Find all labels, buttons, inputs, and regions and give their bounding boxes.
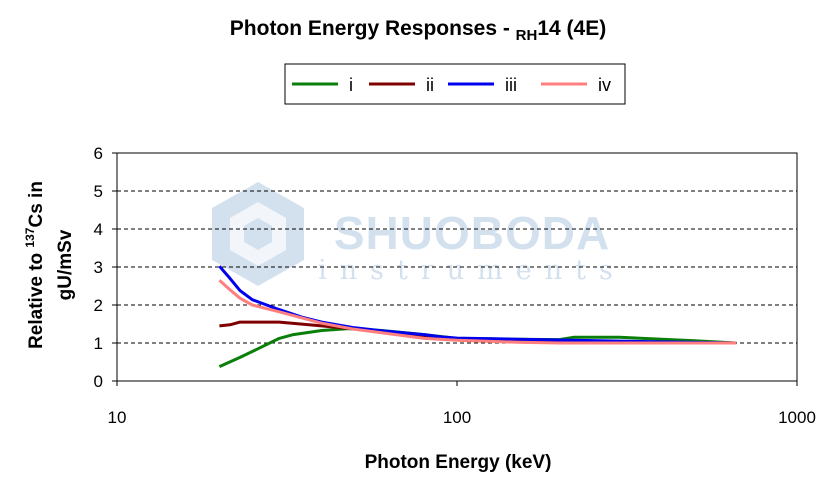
series-line-iv [218,279,737,345]
y-axis-title-sup: 137 [23,227,37,247]
tick-labels: 0 1 2 3 4 5 6 10 100 1000 [94,144,816,427]
watermark: SHUOBODA instruments [212,182,626,286]
legend: i ii iii iv [284,63,626,105]
x-tick-label: 1000 [778,408,816,427]
y-tick-label: 2 [94,296,103,315]
y-tick-label: 5 [94,182,103,201]
legend-label-iii: iii [505,75,517,95]
y-axis-title-pre: Relative to [26,248,47,349]
y-tick-label: 1 [94,334,103,353]
chart-title-model-sub: RH [516,27,538,44]
legend-label-ii: ii [426,75,434,95]
y-tick-label: 4 [94,220,103,239]
legend-label-iv: iv [598,75,611,95]
y-axis-title-line2: gU/mSv [55,229,76,300]
y-axis-title-post: Cs in [26,181,47,227]
chart-title: Photon Energy Responses - RH14 (4E) [230,17,606,44]
series-group [218,265,737,368]
y-tick-label: 0 [94,372,103,391]
series-line-iii [218,265,737,345]
y-axis-title: Relative to 137Cs in gU/mSv [23,181,76,349]
chart-title-main: Photon Energy Responses - [230,17,516,40]
grid [117,190,797,344]
chart-title-model-rest: 14 (4E) [537,17,606,40]
y-tick-label: 6 [94,144,103,163]
watermark-logo-icon [212,182,304,286]
legend-label-i: i [349,75,353,95]
y-tick-label: 3 [94,258,103,277]
watermark-main-text: SHUOBODA [334,207,610,259]
x-tick-label: 10 [108,408,127,427]
x-tick-label: 100 [443,408,471,427]
watermark-sub-text: instruments [318,255,626,286]
y-axis-title-line1: Relative to 137Cs in [23,181,47,349]
x-axis-title: Photon Energy (keV) [365,452,552,473]
